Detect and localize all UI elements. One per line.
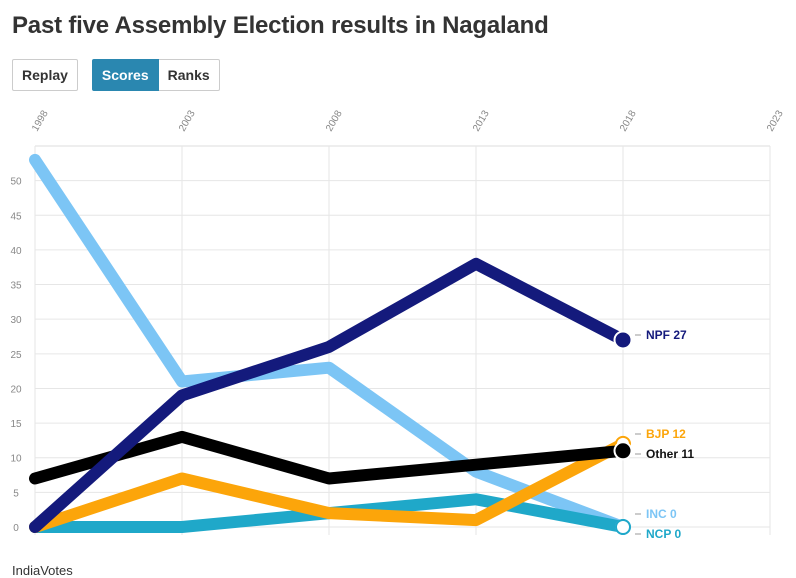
y-tick-label: 35: [10, 281, 22, 292]
y-tick-label: 5: [13, 488, 19, 499]
series-line-bjp: [29, 437, 629, 533]
source-credit: IndiaVotes: [12, 563, 73, 578]
end-marker-other: [613, 441, 633, 461]
y-tick-label: 0: [13, 523, 19, 534]
chart-title: Past five Assembly Election results in N…: [12, 12, 549, 39]
y-tick-label: 40: [10, 246, 22, 257]
end-label-bjp: BJP 12: [646, 427, 686, 441]
y-tick-label: 10: [10, 454, 22, 465]
y-tick-label: 20: [10, 384, 22, 395]
x-tick-label: 2013: [471, 108, 492, 133]
y-tick-label: 25: [10, 350, 22, 361]
series-line-other: [29, 430, 629, 485]
series-layer: [29, 153, 629, 533]
y-tick-label: 45: [10, 211, 22, 222]
label-layer: INC 0 NCP 0 BJP 12 Other 11 NPF 27: [613, 328, 694, 541]
scores-tab[interactable]: Scores: [91, 59, 159, 91]
replay-button[interactable]: Replay: [12, 59, 78, 91]
x-tick-label: 2008: [324, 108, 345, 133]
end-marker-npf: [613, 330, 633, 350]
x-tick-label: 1998: [30, 108, 51, 133]
series-line-npf: [29, 257, 629, 533]
end-label-inc: INC 0: [646, 507, 677, 521]
x-tick-label: 2003: [177, 108, 198, 133]
end-label-other: Other 11: [646, 447, 694, 461]
y-tick-label: 50: [10, 177, 22, 188]
ranks-tab[interactable]: Ranks: [158, 59, 220, 91]
end-label-ncp: NCP 0: [646, 527, 681, 541]
end-marker-ncp: [615, 519, 631, 535]
y-tick-label: 15: [10, 419, 22, 430]
x-tick-label: 2018: [618, 108, 639, 133]
x-tick-label: 2023: [765, 108, 786, 133]
view-controls: Replay Scores Ranks: [12, 59, 220, 91]
end-label-npf: NPF 27: [646, 328, 687, 342]
y-tick-label: 30: [10, 315, 22, 326]
